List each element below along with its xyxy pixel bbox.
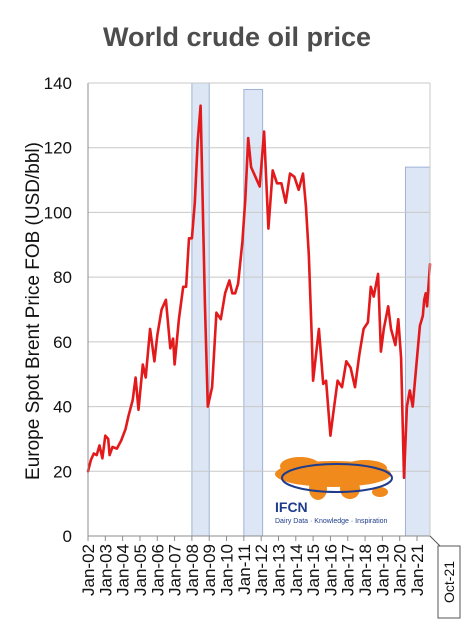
- axes: [87, 82, 431, 537]
- end-marker-box: [437, 545, 461, 619]
- logo-orbit-icon: [281, 463, 393, 493]
- y-axis-label: Europe Spot Brent Price FOB (USD/bbl): [23, 142, 44, 480]
- logo-tagline: Dairy Data · Knowledge · Inspiration: [275, 518, 388, 525]
- logo-map-shape: [340, 479, 360, 499]
- x-tick-label: Jan-10: [218, 544, 237, 596]
- y-tick-label: 20: [53, 462, 72, 481]
- x-tick-label: Jan-21: [408, 544, 427, 596]
- x-tick-label: Jan-09: [200, 544, 219, 596]
- y-tick-label: 60: [53, 333, 72, 352]
- y-tick-label: 120: [44, 139, 72, 158]
- x-tick-label: Jan-17: [339, 544, 358, 596]
- end-marker-connector: [429, 535, 441, 547]
- y-tick-label: 80: [53, 268, 72, 287]
- logo-map-shape: [343, 460, 387, 476]
- x-tick-label: Jan-20: [391, 544, 410, 596]
- x-tick-label: Jan-03: [96, 544, 115, 596]
- y-tick-label: 40: [53, 398, 72, 417]
- x-tick-label: Jan-04: [114, 544, 133, 596]
- y-tick-labels: 0 20 40 60 80 100 120 140: [44, 74, 72, 546]
- x-tick-labels: Jan-02Jan-03Jan-04Jan-05Jan-06Jan-07Jan-…: [79, 536, 427, 596]
- chart-title: World crude oil price: [102, 22, 372, 52]
- x-tick-label: Jan-16: [321, 544, 340, 596]
- x-tick-label: Jan-18: [356, 544, 375, 596]
- x-tick-label: Jan-11: [235, 544, 254, 595]
- x-tick-label: Jan-13: [269, 544, 288, 596]
- end-date-marker: Oct-21: [429, 535, 461, 619]
- x-tick-label: Jan-19: [373, 544, 392, 596]
- logo-map-shape: [309, 478, 327, 500]
- x-tick-label: Jan-02: [79, 544, 98, 596]
- x-tick-label: Jan-05: [131, 544, 150, 596]
- x-tick-label: Jan-12: [252, 544, 271, 596]
- ifcn-logo: IFCN Dairy Data · Knowledge · Inspiratio…: [275, 457, 393, 525]
- end-marker-label: Oct-21: [441, 561, 457, 603]
- x-tick-label: Jan-08: [183, 544, 202, 596]
- y-tick-label: 100: [44, 203, 72, 222]
- x-tick-label: Jan-07: [166, 544, 185, 596]
- logo-map-shape: [372, 487, 388, 497]
- y-tick-label: 140: [44, 74, 72, 93]
- y-tick-label: 0: [63, 527, 72, 546]
- logo-name: IFCN: [275, 499, 308, 515]
- x-tick-label: Jan-15: [304, 544, 323, 596]
- series-line: [86, 104, 432, 480]
- series-lines: [86, 104, 432, 480]
- x-tick-label: Jan-14: [287, 544, 306, 596]
- x-tick-label: Jan-06: [148, 544, 167, 596]
